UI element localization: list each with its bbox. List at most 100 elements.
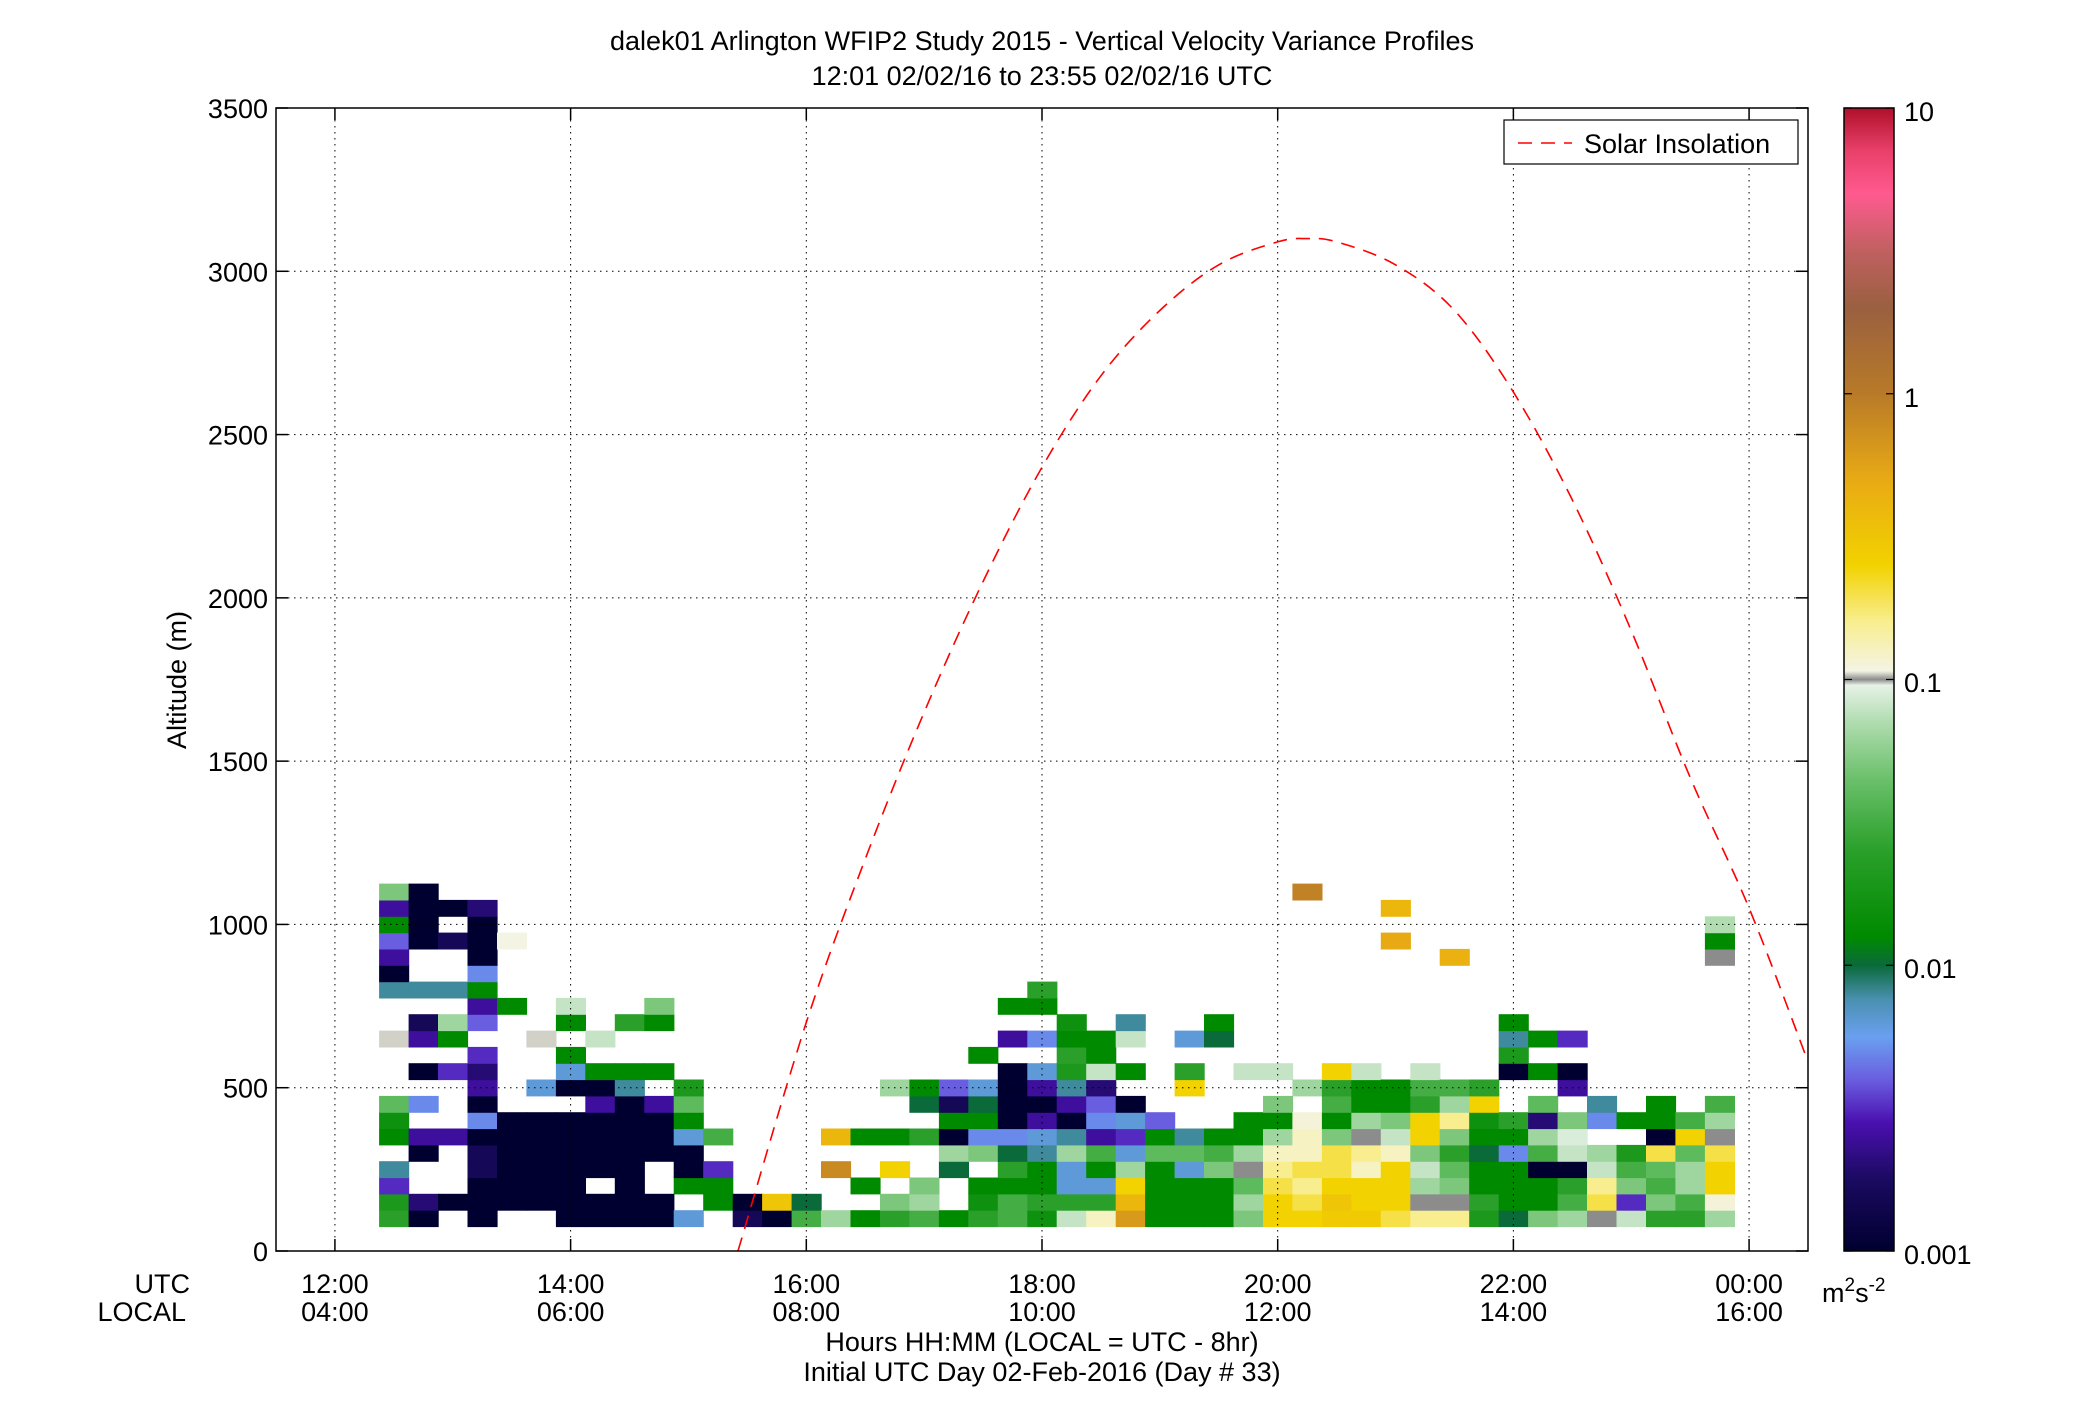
heatmap-cell bbox=[497, 1128, 528, 1146]
heatmap-cell bbox=[1616, 1193, 1647, 1211]
heatmap-cell bbox=[497, 1161, 528, 1179]
heatmap-cell bbox=[497, 1144, 528, 1162]
x-tick-label-utc: 00:00 bbox=[1715, 1269, 1783, 1299]
heatmap-cell bbox=[1528, 1095, 1559, 1113]
heatmap-cell bbox=[1439, 1095, 1470, 1113]
heatmap-cell bbox=[1174, 1030, 1205, 1048]
heatmap-cell bbox=[614, 1161, 645, 1179]
heatmap-cell bbox=[585, 1161, 616, 1179]
x-tick-label-local: 14:00 bbox=[1480, 1297, 1548, 1327]
heatmap-cell bbox=[555, 1112, 586, 1130]
heatmap-cell bbox=[1056, 1144, 1087, 1162]
heatmap-cell bbox=[997, 1210, 1028, 1228]
heatmap-cell bbox=[673, 1144, 704, 1162]
chart-title: dalek01 Arlington WFIP2 Study 2015 - Ver… bbox=[610, 26, 1474, 56]
y-tick-label: 500 bbox=[223, 1074, 268, 1104]
x-tick-label-utc: 20:00 bbox=[1244, 1269, 1312, 1299]
heatmap-cell bbox=[526, 1144, 557, 1162]
heatmap-cell bbox=[1469, 1144, 1500, 1162]
heatmap-cell bbox=[997, 1128, 1028, 1146]
y-tick-label: 2000 bbox=[208, 584, 268, 614]
heatmap-cell bbox=[1056, 1046, 1087, 1064]
heatmap-cell bbox=[1498, 1112, 1529, 1130]
heatmap-cell bbox=[467, 1144, 498, 1162]
heatmap-cell bbox=[1675, 1144, 1706, 1162]
heatmap-cell bbox=[791, 1193, 822, 1211]
heatmap-cell bbox=[703, 1161, 734, 1179]
heatmap-cell bbox=[1086, 1063, 1117, 1081]
heatmap-cell bbox=[938, 1079, 969, 1097]
heatmap-cell bbox=[438, 981, 469, 999]
heatmap-cell bbox=[1321, 1177, 1352, 1195]
heatmap-cell bbox=[1616, 1161, 1647, 1179]
heatmap-cell bbox=[467, 948, 498, 966]
heatmap-cell bbox=[644, 1193, 675, 1211]
heatmap-cell bbox=[614, 1014, 645, 1032]
heatmap-cell bbox=[408, 1063, 439, 1081]
heatmap-cell bbox=[1380, 1144, 1411, 1162]
heatmap-cell bbox=[1704, 1095, 1735, 1113]
heatmap-cell bbox=[644, 1095, 675, 1113]
heatmap-cell bbox=[1380, 1177, 1411, 1195]
heatmap-cell bbox=[438, 1063, 469, 1081]
x-tick-label-local: 12:00 bbox=[1244, 1297, 1312, 1327]
colorbar-tick-label-0.01: 0.01 bbox=[1904, 954, 1957, 984]
heatmap-cell bbox=[1027, 1177, 1058, 1195]
heatmap-cell bbox=[1439, 1177, 1470, 1195]
heatmap-cell bbox=[1027, 1161, 1058, 1179]
heatmap-cell bbox=[1557, 1128, 1588, 1146]
heatmap-cell bbox=[526, 1128, 557, 1146]
heatmap-cell bbox=[1410, 1210, 1441, 1228]
heatmap-cell bbox=[408, 981, 439, 999]
heatmap-cells bbox=[379, 883, 1735, 1228]
heatmap-cell bbox=[1439, 1079, 1470, 1097]
heatmap-cell bbox=[1027, 1128, 1058, 1146]
heatmap-cell bbox=[673, 1128, 704, 1146]
heatmap-cell bbox=[1086, 1210, 1117, 1228]
heatmap-cell bbox=[467, 1014, 498, 1032]
heatmap-cell bbox=[408, 1210, 439, 1228]
heatmap-cell bbox=[1528, 1128, 1559, 1146]
chart-subtitle: 12:01 02/02/16 to 23:55 02/02/16 UTC bbox=[812, 61, 1273, 91]
heatmap-cell bbox=[379, 948, 410, 966]
heatmap-cell bbox=[1410, 1095, 1441, 1113]
heatmap-cell bbox=[585, 1193, 616, 1211]
y-tick-label: 3500 bbox=[208, 94, 268, 124]
heatmap-cell bbox=[938, 1095, 969, 1113]
heatmap-cell bbox=[1380, 1128, 1411, 1146]
heatmap-cell bbox=[997, 1144, 1028, 1162]
heatmap-cell bbox=[909, 1177, 940, 1195]
heatmap-cell bbox=[379, 1095, 410, 1113]
heatmap-cell bbox=[1115, 1210, 1146, 1228]
heatmap-cell bbox=[1646, 1128, 1677, 1146]
heatmap-cell bbox=[1174, 1128, 1205, 1146]
heatmap-cell bbox=[1027, 997, 1058, 1015]
heatmap-cell bbox=[1056, 1030, 1087, 1048]
heatmap-cell bbox=[467, 1210, 498, 1228]
heatmap-cell bbox=[997, 1161, 1028, 1179]
x-axis-label-day: Initial UTC Day 02-Feb-2016 (Day # 33) bbox=[803, 1357, 1280, 1387]
heatmap-cell bbox=[1027, 1112, 1058, 1130]
heatmap-cell bbox=[1174, 1193, 1205, 1211]
heatmap-cell bbox=[1704, 1112, 1735, 1130]
heatmap-cell bbox=[1292, 1193, 1323, 1211]
heatmap-cell bbox=[1704, 932, 1735, 950]
heatmap-cell bbox=[1321, 1210, 1352, 1228]
heatmap-cell bbox=[1557, 1063, 1588, 1081]
heatmap-cell bbox=[555, 1161, 586, 1179]
heatmap-cell bbox=[614, 1144, 645, 1162]
x-axis-label: Hours HH:MM (LOCAL = UTC - 8hr) bbox=[825, 1327, 1258, 1357]
colorbar-unit: m2s-2 bbox=[1822, 1275, 1885, 1308]
y-tick-label: 1000 bbox=[208, 910, 268, 940]
colorbar-gradient bbox=[1844, 108, 1894, 1251]
heatmap-cell bbox=[1675, 1161, 1706, 1179]
heatmap-cell bbox=[555, 1193, 586, 1211]
heatmap-cell bbox=[1498, 1128, 1529, 1146]
heatmap-cell bbox=[1410, 1128, 1441, 1146]
heatmap-cell bbox=[1086, 1046, 1117, 1064]
heatmap-cell bbox=[497, 997, 528, 1015]
heatmap-cell bbox=[1528, 1063, 1559, 1081]
heatmap-cell bbox=[1263, 1128, 1294, 1146]
heatmap-cell bbox=[1321, 1144, 1352, 1162]
